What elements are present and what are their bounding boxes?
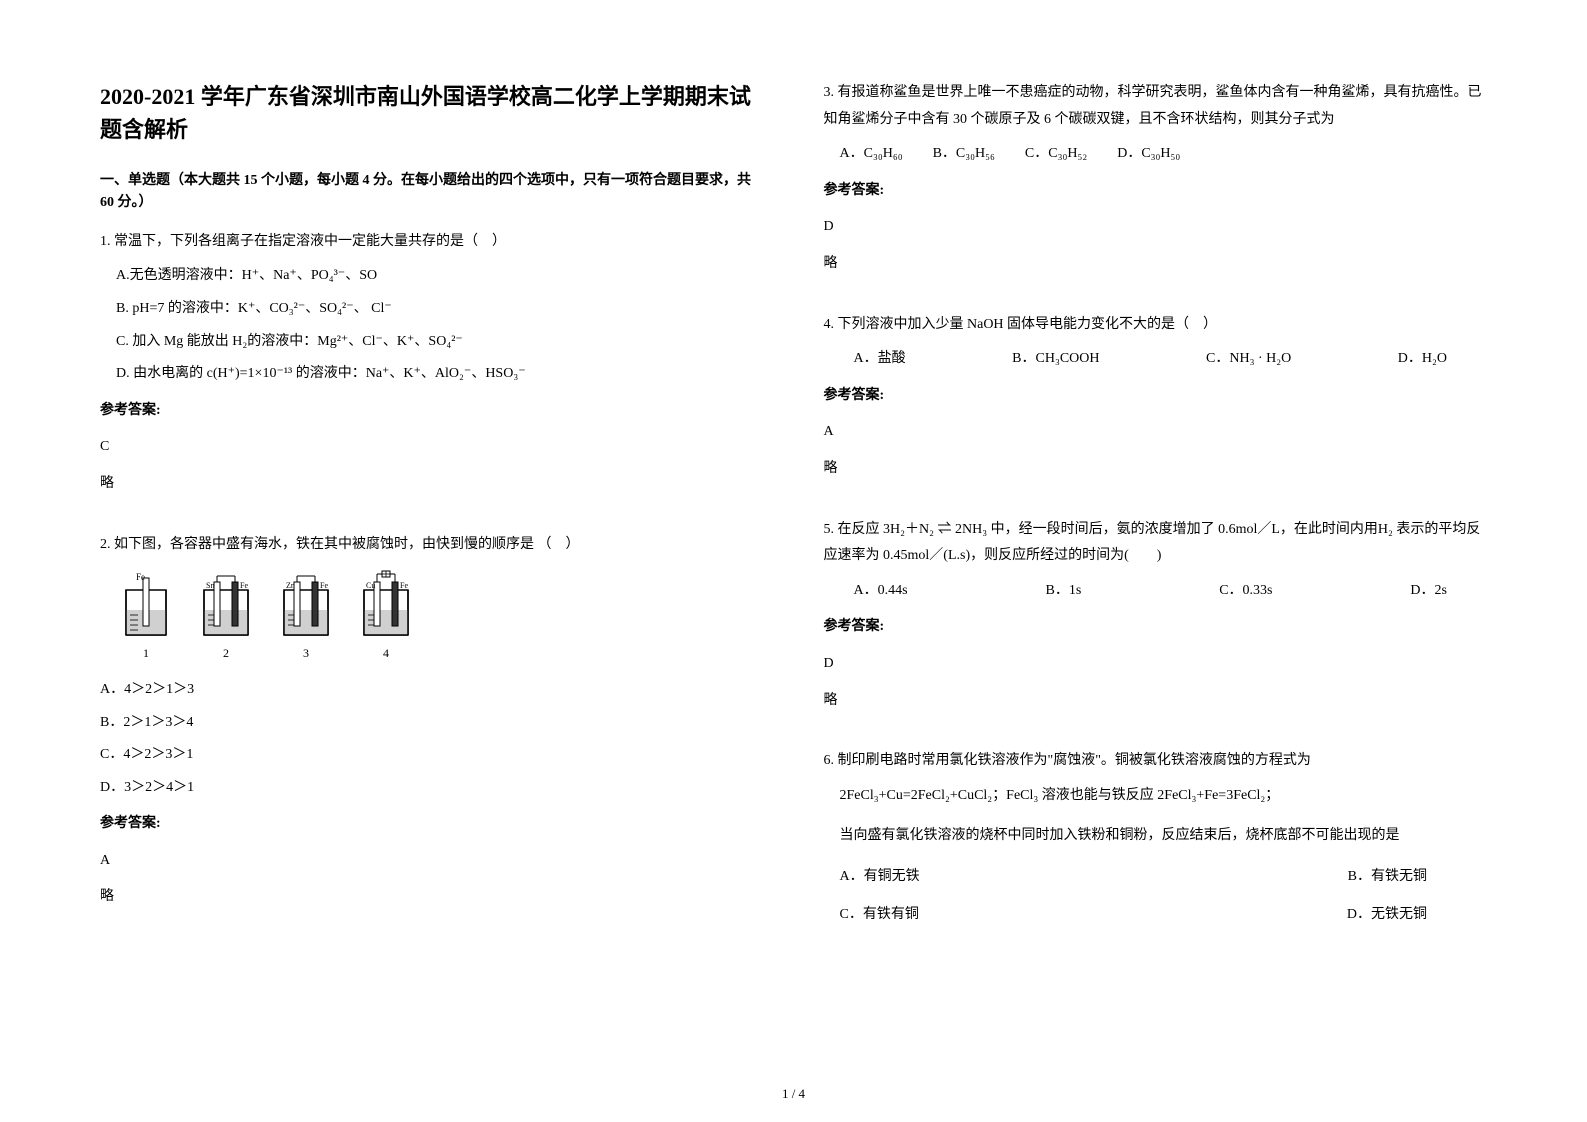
q3-option-d: D．C₃₀H₅₀ bbox=[1117, 141, 1180, 168]
beaker-1: Fe 1 bbox=[116, 570, 176, 665]
q6-continuation: 当向盛有氯化铁溶液的烧杯中同时加入铁粉和铜粉，反应结束后，烧杯底部不可能出现的是 bbox=[840, 823, 1488, 850]
q3-stem: 3. 有报道称鲨鱼是世界上唯一不患癌症的动物，科学研究表明，鲨鱼体内含有一种角鲨… bbox=[824, 80, 1488, 133]
q1-answer-label: 参考答案: bbox=[100, 398, 764, 425]
q3-option-b: B．C₃₀H₅₆ bbox=[933, 141, 995, 168]
beaker-2-number: 2 bbox=[223, 642, 229, 665]
q3-answer-label: 参考答案: bbox=[824, 178, 1488, 205]
page-number: 1 / 4 bbox=[782, 1086, 805, 1102]
q6-equation: 2FeCl₃+Cu=2FeCl₂+CuCl₂；FeCl₃ 溶液也能与铁反应 2F… bbox=[840, 783, 1488, 810]
beaker-1-left-label: Fe bbox=[136, 572, 145, 582]
q5-answer: D bbox=[824, 651, 1488, 678]
exam-page: 2020-2021 学年广东省深圳市南山外国语学校高二化学上学期期末试题含解析 … bbox=[0, 0, 1587, 1122]
question-5: 5. 在反应 3H₂＋N₂ ⇌ 2NH₃ 中，经一段时间后，氨的浓度增加了 0.… bbox=[824, 517, 1488, 731]
q5-brief: 略 bbox=[824, 688, 1488, 715]
q6-option-b: B．有铁无铜 bbox=[1348, 864, 1427, 891]
question-3: 3. 有报道称鲨鱼是世界上唯一不患癌症的动物，科学研究表明，鲨鱼体内含有一种角鲨… bbox=[824, 80, 1488, 294]
q6-stem: 6. 制印刷电路时常用氯化铁溶液作为"腐蚀液"。铜被氯化铁溶液腐蚀的方程式为 bbox=[824, 748, 1488, 775]
q2-option-d: D．3＞2＞4＞1 bbox=[100, 775, 764, 802]
q6-option-d: D．无铁无铜 bbox=[1347, 902, 1427, 929]
q3-options: A．C₃₀H₆₀ B．C₃₀H₅₆ C．C₃₀H₅₂ D．C₃₀H₅₀ bbox=[840, 141, 1488, 168]
q6-option-c: C．有铁有铜 bbox=[840, 902, 919, 929]
q1-option-d: D. 由水电离的 c(H⁺)=1×10⁻¹³ 的溶液中：Na⁺、K⁺、AlO₂⁻… bbox=[116, 361, 764, 388]
q5-option-a: A．0.44s bbox=[854, 578, 908, 605]
q1-option-c: C. 加入 Mg 能放出 H₂的溶液中：Mg²⁺、Cl⁻、K⁺、SO₄²⁻ bbox=[116, 329, 764, 356]
beaker-1-svg: Fe bbox=[116, 570, 176, 640]
q4-option-b: B．CH₃COOH bbox=[1012, 346, 1099, 373]
q5-answer-label: 参考答案: bbox=[824, 614, 1488, 641]
beaker-4: Cu Fe 4 bbox=[356, 570, 416, 665]
question-6: 6. 制印刷电路时常用氯化铁溶液作为"腐蚀液"。铜被氯化铁溶液腐蚀的方程式为 2… bbox=[824, 748, 1488, 941]
beaker-2-left-label: Sn bbox=[206, 581, 214, 590]
q2-beaker-diagram: Fe 1 bbox=[116, 570, 764, 665]
beaker-3: Zn Fe 3 bbox=[276, 570, 336, 665]
beaker-2: Sn Fe 2 bbox=[196, 570, 256, 665]
q4-answer-label: 参考答案: bbox=[824, 383, 1488, 410]
beaker-2-right-label: Fe bbox=[240, 581, 248, 590]
beaker-1-number: 1 bbox=[143, 642, 149, 665]
q3-answer: D bbox=[824, 214, 1488, 241]
question-4: 4. 下列溶液中加入少量 NaOH 固体导电能力变化不大的是（ ） A．盐酸 B… bbox=[824, 312, 1488, 499]
q5-options: A．0.44s B．1s C．0.33s D．2s bbox=[854, 578, 1448, 605]
q2-answer-label: 参考答案: bbox=[100, 811, 764, 838]
q3-option-a: A．C₃₀H₆₀ bbox=[840, 141, 903, 168]
q2-answer: A bbox=[100, 848, 764, 875]
q5-stem: 5. 在反应 3H₂＋N₂ ⇌ 2NH₃ 中，经一段时间后，氨的浓度增加了 0.… bbox=[824, 517, 1488, 570]
q1-answer: C bbox=[100, 434, 764, 461]
question-2: 2. 如下图，各容器中盛有海水，铁在其中被腐蚀时，由快到慢的顺序是 （ ） bbox=[100, 532, 764, 928]
beaker-2-svg: Sn Fe bbox=[196, 570, 256, 640]
q1-brief: 略 bbox=[100, 471, 764, 498]
q3-brief: 略 bbox=[824, 251, 1488, 278]
section-1-header: 一、单选题（本大题共 15 个小题，每小题 4 分。在每小题给出的四个选项中，只… bbox=[100, 170, 764, 215]
beaker-4-svg: Cu Fe bbox=[356, 570, 416, 640]
left-column: 2020-2021 学年广东省深圳市南山外国语学校高二化学上学期期末试题含解析 … bbox=[100, 80, 764, 1092]
q5-option-b: B．1s bbox=[1045, 578, 1081, 605]
beaker-3-number: 3 bbox=[303, 642, 309, 665]
q4-brief: 略 bbox=[824, 456, 1488, 483]
q4-option-c: C．NH₃ · H₂O bbox=[1206, 346, 1291, 373]
beaker-3-svg: Zn Fe bbox=[276, 570, 336, 640]
beaker-4-right-label: Fe bbox=[400, 581, 408, 590]
q4-option-d: D．H₂O bbox=[1398, 346, 1447, 373]
q6-options-row-2: C．有铁有铜 D．无铁无铜 bbox=[840, 902, 1428, 929]
beaker-4-number: 4 bbox=[383, 642, 389, 665]
q4-option-a: A．盐酸 bbox=[854, 346, 906, 373]
q2-option-b: B．2＞1＞3＞4 bbox=[100, 710, 764, 737]
beaker-3-right-label: Fe bbox=[320, 581, 328, 590]
q1-option-b: B. pH=7 的溶液中：K⁺、CO₃²⁻、SO₄²⁻、 Cl⁻ bbox=[116, 296, 764, 323]
q2-brief: 略 bbox=[100, 884, 764, 911]
q1-option-a: A.无色透明溶液中：H⁺、Na⁺、PO₄³⁻、SO bbox=[116, 263, 764, 290]
q4-answer: A bbox=[824, 419, 1488, 446]
beaker-4-left-label: Cu bbox=[366, 581, 375, 590]
q4-options: A．盐酸 B．CH₃COOH C．NH₃ · H₂O D．H₂O bbox=[854, 346, 1448, 373]
right-column: 3. 有报道称鲨鱼是世界上唯一不患癌症的动物，科学研究表明，鲨鱼体内含有一种角鲨… bbox=[824, 80, 1488, 1092]
q5-option-d: D．2s bbox=[1410, 578, 1447, 605]
q2-option-a: A．4＞2＞1＞3 bbox=[100, 677, 764, 704]
q1-stem: 1. 常温下，下列各组离子在指定溶液中一定能大量共存的是（ ） bbox=[100, 229, 764, 256]
q5-option-c: C．0.33s bbox=[1219, 578, 1272, 605]
question-1: 1. 常温下，下列各组离子在指定溶液中一定能大量共存的是（ ） A.无色透明溶液… bbox=[100, 229, 764, 514]
exam-title: 2020-2021 学年广东省深圳市南山外国语学校高二化学上学期期末试题含解析 bbox=[100, 80, 764, 146]
beaker-3-left-label: Zn bbox=[286, 581, 295, 590]
q3-option-c: C．C₃₀H₅₂ bbox=[1025, 141, 1087, 168]
q2-option-c: C．4＞2＞3＞1 bbox=[100, 742, 764, 769]
q2-stem: 2. 如下图，各容器中盛有海水，铁在其中被腐蚀时，由快到慢的顺序是 （ ） bbox=[100, 532, 764, 559]
q6-options-row-1: A．有铜无铁 B．有铁无铜 bbox=[840, 864, 1428, 891]
q4-stem: 4. 下列溶液中加入少量 NaOH 固体导电能力变化不大的是（ ） bbox=[824, 312, 1488, 339]
q6-option-a: A．有铜无铁 bbox=[840, 864, 920, 891]
